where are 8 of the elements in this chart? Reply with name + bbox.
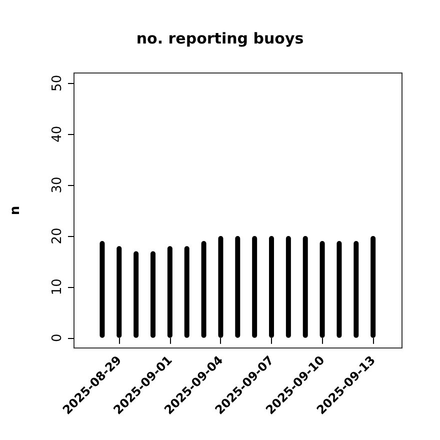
y-tick-label: 50 [50,74,65,92]
y-tick-label: 40 [50,126,65,142]
y-tick-label: 20 [50,228,65,244]
y-tick-label: 0 [50,334,65,342]
y-axis-title: n [8,206,23,216]
chart-title: no. reporting buoys [136,30,304,48]
y-tick-label: 10 [50,278,65,296]
y-tick-label: 30 [50,176,65,194]
